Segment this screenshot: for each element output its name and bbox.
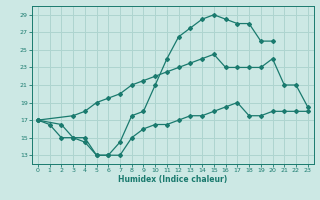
X-axis label: Humidex (Indice chaleur): Humidex (Indice chaleur) <box>118 175 228 184</box>
